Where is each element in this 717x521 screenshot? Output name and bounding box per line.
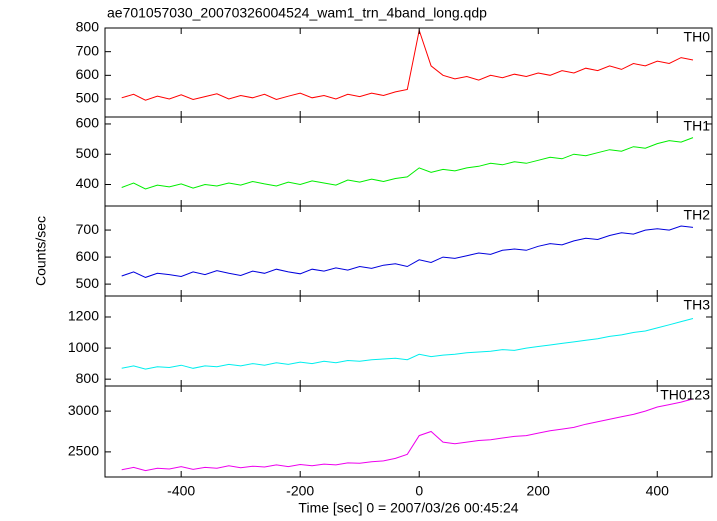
series-label: TH3 [684,297,711,313]
series-label: TH1 [684,118,711,134]
series-label: TH2 [684,207,711,223]
y-tick-label: 600 [76,115,100,131]
y-tick-label: 1200 [68,308,99,324]
panel-frame [104,205,713,297]
y-tick-label: 600 [76,66,100,82]
series-label: TH0123 [660,387,710,403]
x-tick-label: 200 [527,483,551,499]
y-tick-label: 500 [76,145,100,161]
y-tick-label: 400 [76,175,100,191]
y-tick-label: 800 [76,370,100,386]
x-tick-label: -200 [286,483,314,499]
light-curve [121,28,694,101]
y-tick-label: 3000 [68,402,99,418]
y-tick-label: 600 [76,248,100,264]
x-tick-label: 400 [646,483,670,499]
panel-frame [104,116,713,207]
y-tick-label: 700 [76,42,100,58]
light-curve [121,137,694,190]
y-tick-label: 500 [76,90,100,106]
y-tick-label: 1000 [68,339,99,355]
y-tick-label: 2500 [68,443,99,459]
y-tick-label: 700 [76,221,100,237]
series-label: TH0 [684,29,711,45]
panel-frame [104,27,713,118]
y-tick-label: 800 [76,19,100,35]
x-tick-label: -400 [167,483,195,499]
x-axis-label: Time [sec] 0 = 2007/03/26 00:45:24 [298,500,518,516]
light-curve [121,398,694,472]
chart-title: ae701057030_20070326004524_wam1_trn_4ban… [107,5,487,21]
y-tick-label: 500 [76,275,100,291]
light-curve [121,318,694,370]
panel-frame [104,385,713,478]
light-curve [121,225,694,278]
x-tick-label: 0 [415,483,423,499]
y-axis-label: Counts/sec [33,216,49,286]
panel-frame [104,295,713,387]
